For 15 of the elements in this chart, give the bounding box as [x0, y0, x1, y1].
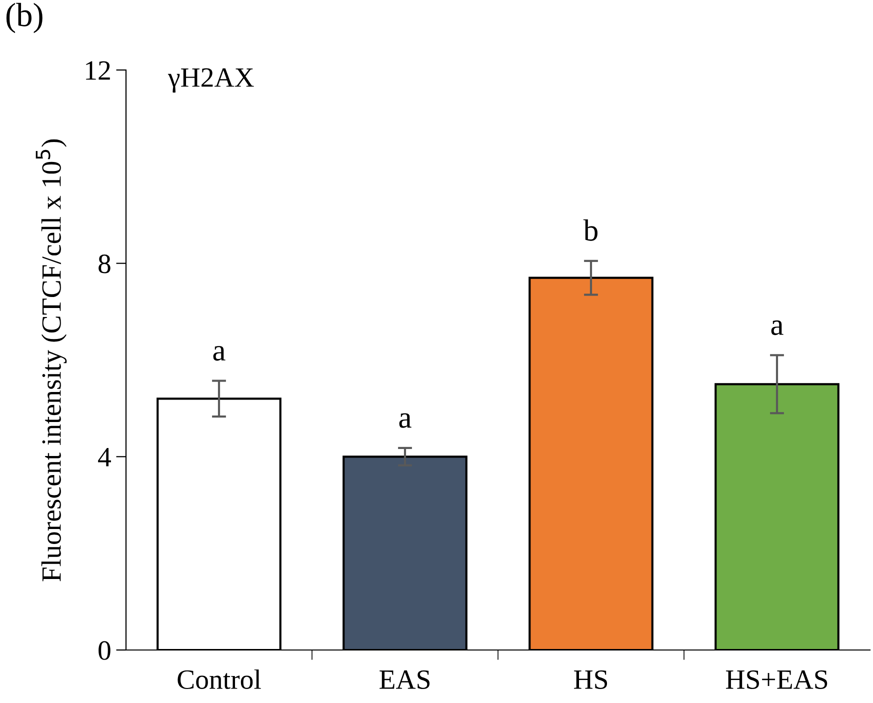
- x-tick-label: Control: [178, 669, 261, 689]
- y-tick-label: 12: [86, 61, 110, 80]
- y-tick-label: 0: [98, 641, 110, 660]
- x-tick-label: HS+EAS: [726, 670, 828, 689]
- y-axis-title: Fluorescent intensity (CTCF/cell x 10$^{5}$): [36, 139, 67, 582]
- annotation: a: [399, 413, 412, 428]
- text: (b): [6, 2, 42, 34]
- annotation: γH2AX: [168, 68, 254, 93]
- y-tick-label: 8: [98, 254, 110, 274]
- annotation: a: [771, 320, 784, 336]
- annotation: a: [213, 346, 226, 361]
- x-tick-label: EAS: [380, 670, 430, 689]
- annotation: b: [583, 219, 598, 241]
- x-tick-label: HS: [574, 670, 608, 689]
- y-tick-label: 4: [98, 448, 111, 466]
